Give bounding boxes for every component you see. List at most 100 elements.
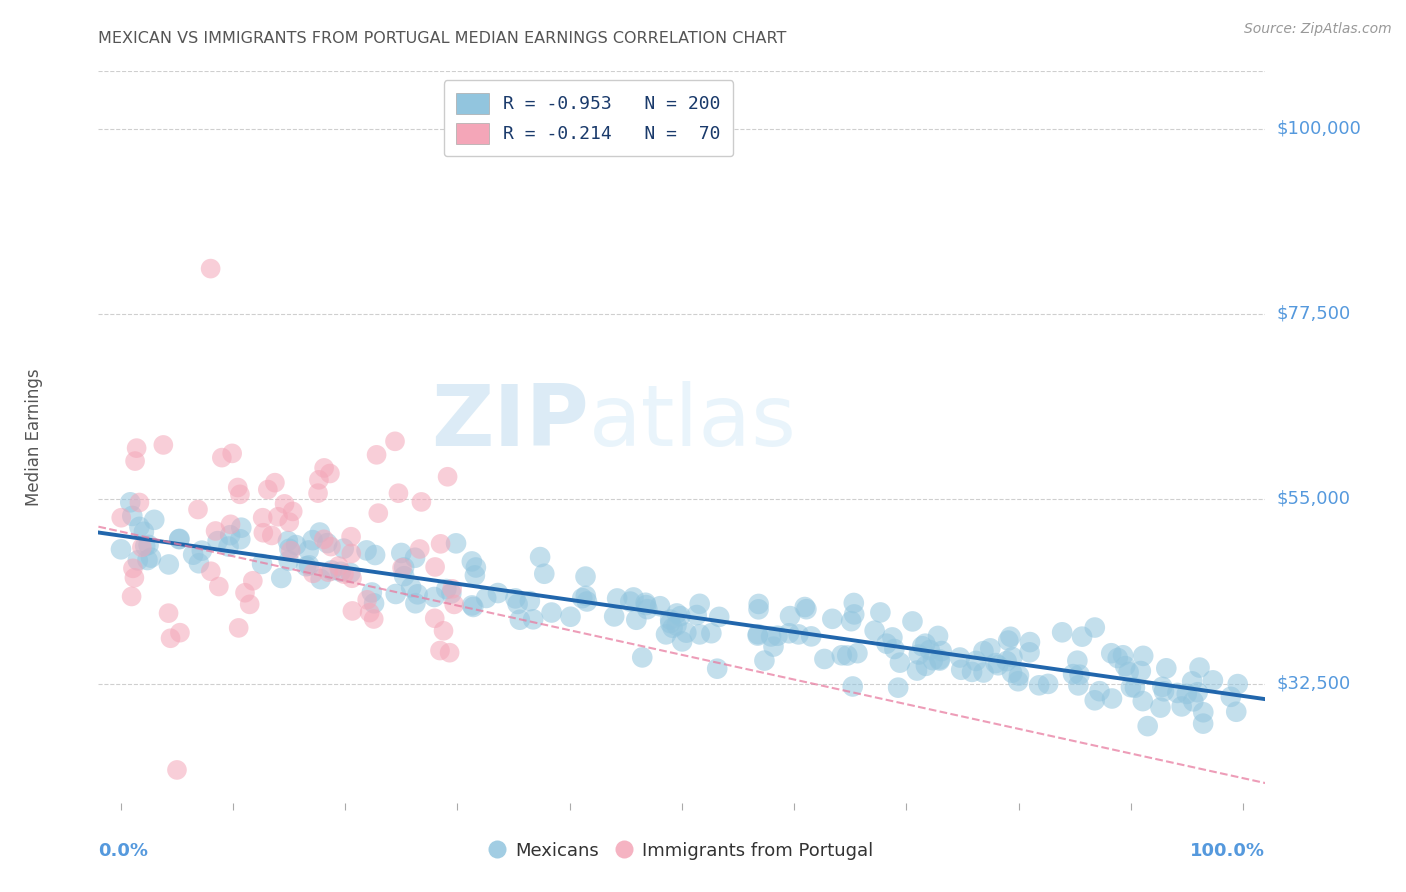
Point [316,565,339,579]
Point [432,624,454,638]
Point [439,646,461,660]
Point [124,454,146,468]
Point [298,558,321,573]
Point [675,625,697,640]
Point [1066,654,1088,668]
Point [800,629,823,643]
Point [1001,665,1024,680]
Point [228,621,250,635]
Point [1187,685,1209,699]
Point [321,563,343,577]
Point [226,481,249,495]
Text: atlas: atlas [589,381,797,464]
Point [207,534,229,549]
Point [159,632,181,646]
Point [208,580,231,594]
Point [709,610,731,624]
Point [429,643,451,657]
Point [915,658,938,673]
Point [363,612,385,626]
Point [883,642,905,657]
Point [669,609,692,624]
Point [1084,621,1107,635]
Point [842,596,865,610]
Point [392,560,415,574]
Point [1118,665,1140,679]
Point [134,539,156,553]
Point [636,598,658,612]
Point [440,586,463,600]
Point [901,615,924,629]
Text: $77,500: $77,500 [1277,305,1351,323]
Point [1152,680,1174,694]
Point [689,627,711,641]
Point [181,548,204,562]
Point [661,621,683,635]
Point [152,438,174,452]
Point [187,556,209,570]
Point [995,654,1018,668]
Point [339,566,361,580]
Point [404,596,426,610]
Point [844,607,866,622]
Point [486,586,509,600]
Point [779,609,801,624]
Point [1050,625,1073,640]
Point [138,538,160,552]
Point [636,602,658,616]
Text: ZIP: ZIP [430,381,589,464]
Point [333,567,356,582]
Point [404,550,426,565]
Point [648,599,671,614]
Point [928,654,950,668]
Point [273,497,295,511]
Point [631,650,654,665]
Point [389,546,412,560]
Point [280,543,302,558]
Point [270,571,292,585]
Point [1226,677,1249,691]
Point [960,665,983,679]
Point [1132,694,1154,708]
Point [796,602,818,616]
Point [787,627,810,641]
Point [256,483,278,497]
Point [127,553,149,567]
Point [1019,635,1042,649]
Point [1166,686,1188,700]
Point [342,604,364,618]
Point [759,629,782,643]
Point [1175,687,1198,701]
Point [340,547,363,561]
Point [522,612,544,626]
Point [972,644,994,658]
Point [332,541,354,556]
Point [461,554,484,568]
Point [754,654,776,668]
Point [863,624,886,638]
Point [1129,664,1152,678]
Point [384,434,406,449]
Point [443,598,465,612]
Point [747,602,769,616]
Point [260,528,283,542]
Point [295,559,318,574]
Point [766,629,789,643]
Point [1107,651,1129,665]
Point [876,637,898,651]
Point [606,591,628,606]
Point [914,637,936,651]
Point [314,461,336,475]
Point [821,612,844,626]
Point [167,532,190,546]
Point [979,641,1001,656]
Point [391,560,413,574]
Point [634,596,657,610]
Point [1123,681,1146,695]
Point [519,594,541,608]
Point [434,582,457,596]
Point [278,541,301,556]
Point [1018,645,1040,659]
Point [231,521,253,535]
Point [356,592,378,607]
